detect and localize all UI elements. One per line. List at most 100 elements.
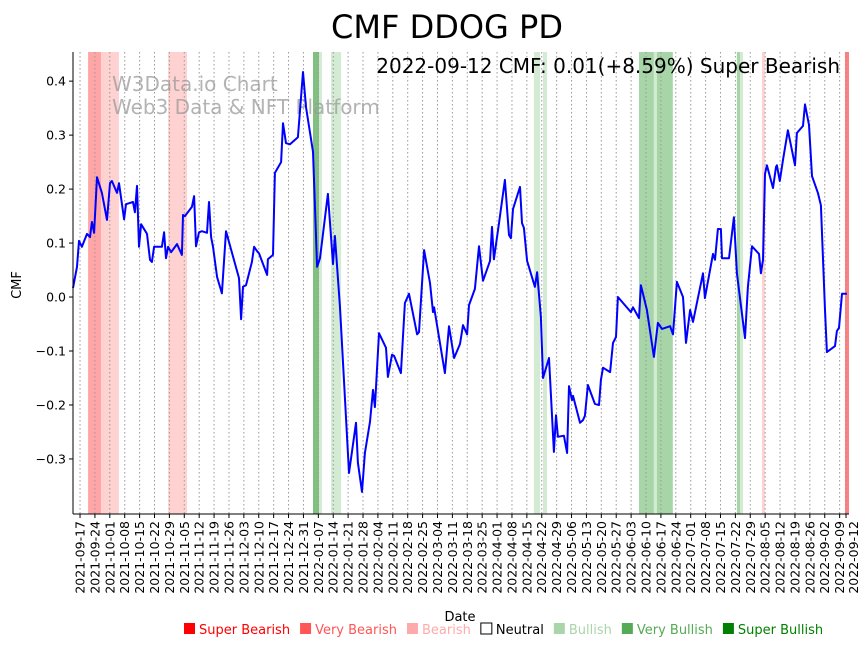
x-tick-label: 2022-01-14 bbox=[326, 521, 341, 594]
x-tick-label: 2022-02-04 bbox=[370, 521, 385, 594]
x-tick-label: 2021-09-17 bbox=[73, 521, 88, 594]
x-tick-label: 2022-06-24 bbox=[668, 521, 683, 594]
x-tick-label: 2022-04-22 bbox=[534, 521, 549, 594]
x-tick-label: 2022-05-27 bbox=[609, 521, 624, 594]
x-tick-label: 2022-02-25 bbox=[415, 521, 430, 594]
y-tick-label: 0.3 bbox=[46, 128, 66, 143]
x-tick-label: 2022-06-03 bbox=[624, 521, 639, 594]
x-tick-label: 2022-09-12 bbox=[846, 521, 861, 594]
x-tick-label: 2021-11-19 bbox=[207, 521, 222, 594]
legend-swatch-bullish bbox=[553, 623, 565, 634]
x-tick-label: 2022-07-01 bbox=[683, 521, 698, 594]
band-bearish bbox=[761, 52, 765, 514]
vertical-grid bbox=[79, 52, 847, 514]
x-ticks: 2021-09-17 2021-09-24 2021-10-01 2021-10-08… bbox=[73, 514, 861, 594]
band-very-bullish bbox=[656, 52, 673, 514]
legend-label-bullish: Bullish bbox=[569, 623, 612, 638]
x-tick-label: 2022-04-15 bbox=[519, 521, 534, 594]
x-tick-label: 2022-08-12 bbox=[773, 521, 788, 594]
cmf-series-line bbox=[72, 71, 847, 493]
x-tick-label: 2022-03-04 bbox=[430, 521, 445, 594]
x-tick-label: 2022-09-09 bbox=[832, 521, 847, 594]
x-tick-label: 2022-07-08 bbox=[698, 521, 713, 594]
watermark-line-1: W3Data.io Chart bbox=[112, 72, 278, 96]
legend-swatch-very-bullish bbox=[621, 623, 633, 634]
band-bullish bbox=[331, 52, 342, 514]
x-tick-label: 2022-04-29 bbox=[549, 521, 564, 594]
x-tick-label: 2021-10-29 bbox=[162, 521, 177, 594]
y-tick-label: 0.4 bbox=[46, 74, 66, 89]
legend-label-super-bullish: Super Bullish bbox=[738, 623, 823, 638]
legend-label-super-bearish: Super Bearish bbox=[199, 623, 290, 638]
x-tick-label: 2021-09-24 bbox=[87, 521, 102, 594]
x-tick-label: 2022-01-28 bbox=[356, 521, 371, 594]
legend-swatch-very-bearish bbox=[300, 623, 312, 634]
x-tick-label: 2022-08-05 bbox=[758, 521, 773, 594]
x-tick-label: 2021-11-05 bbox=[177, 521, 192, 594]
y-tick-label: 0.0 bbox=[46, 290, 66, 305]
x-tick-label: 2022-03-11 bbox=[445, 521, 460, 594]
x-tick-label: 2021-12-03 bbox=[236, 521, 251, 594]
x-tick-label: 2022-07-29 bbox=[743, 521, 758, 594]
x-tick-label: 2021-12-17 bbox=[266, 521, 281, 594]
x-tick-label: 2022-01-21 bbox=[341, 521, 356, 594]
x-tick-label: 2021-10-22 bbox=[147, 521, 162, 594]
x-tick-label: 2022-05-13 bbox=[579, 521, 594, 594]
legend-label-very-bearish: Very Bearish bbox=[315, 623, 397, 638]
x-tick-label: 2021-11-26 bbox=[221, 521, 236, 594]
x-tick-label: 2022-02-11 bbox=[385, 521, 400, 594]
band-bullish bbox=[740, 52, 744, 514]
legend-label-very-bullish: Very Bullish bbox=[637, 623, 713, 638]
band-bullish bbox=[543, 52, 548, 514]
band-bearish bbox=[101, 52, 119, 514]
band-very-bullish bbox=[638, 52, 654, 514]
x-tick-label: 2021-11-12 bbox=[192, 521, 207, 594]
y-tick-label: −0.2 bbox=[36, 397, 66, 412]
x-tick-label: 2021-12-10 bbox=[251, 521, 266, 594]
watermark: W3Data.io Chart Web3 Data & NFT Platform bbox=[112, 72, 380, 119]
x-tick-label: 2021-10-01 bbox=[102, 521, 117, 594]
signal-bands bbox=[88, 52, 849, 514]
x-tick-label: 2022-05-06 bbox=[564, 521, 579, 594]
y-tick-label: 0.2 bbox=[46, 182, 66, 197]
x-tick-label: 2022-01-07 bbox=[311, 521, 326, 594]
x-tick-label: 2021-12-31 bbox=[296, 521, 311, 594]
band-bullish bbox=[653, 52, 657, 514]
chart-title: CMF DDOG PD bbox=[331, 8, 563, 46]
y-tick-label: −0.1 bbox=[36, 344, 66, 359]
x-tick-label: 2022-09-02 bbox=[817, 521, 832, 594]
x-tick-label: 2022-06-10 bbox=[639, 521, 654, 594]
axes bbox=[72, 52, 849, 515]
band-super-bearish bbox=[844, 52, 849, 514]
x-tick-label: 2022-03-25 bbox=[475, 521, 490, 594]
x-tick-label: 2022-08-26 bbox=[802, 521, 817, 594]
x-tick-label: 2022-07-15 bbox=[713, 521, 728, 594]
x-tick-label: 2022-06-17 bbox=[653, 521, 668, 594]
x-tick-label: 2022-03-18 bbox=[460, 521, 475, 594]
legend-swatch-super-bearish bbox=[184, 623, 195, 634]
watermark-line-2: Web3 Data & NFT Platform bbox=[112, 95, 380, 119]
y-tick-label: −0.3 bbox=[36, 451, 66, 466]
x-tick-label: 2022-04-01 bbox=[490, 521, 505, 594]
legend-swatch-super-bullish bbox=[722, 623, 734, 634]
y-ticks: −0.3 −0.2 −0.1 0.0 0.1 0.2 0.3 0.4 bbox=[36, 74, 73, 466]
x-tick-label: 2021-12-24 bbox=[281, 521, 296, 594]
legend-label-bearish: Bearish bbox=[422, 623, 471, 638]
x-tick-label: 2022-08-19 bbox=[787, 521, 802, 594]
legend-swatch-bearish bbox=[406, 623, 418, 634]
legend-label-neutral: Neutral bbox=[496, 623, 544, 638]
x-tick-label: 2022-02-18 bbox=[400, 521, 415, 594]
x-tick-label: 2021-10-15 bbox=[132, 521, 147, 594]
legend: Super Bearish Very Bearish Bearish Neutral B… bbox=[184, 622, 823, 638]
band-super-bullish bbox=[313, 52, 319, 514]
legend-swatch-neutral bbox=[480, 622, 493, 635]
x-axis-label: Date bbox=[444, 610, 475, 625]
band-bearish bbox=[168, 52, 188, 514]
y-tick-label: 0.1 bbox=[46, 236, 66, 251]
x-tick-label: 2022-07-22 bbox=[728, 521, 743, 594]
y-axis-label: CMF bbox=[10, 271, 25, 299]
band-bullish bbox=[533, 52, 541, 514]
band-bullish bbox=[318, 52, 322, 514]
x-tick-label: 2022-05-20 bbox=[594, 521, 609, 594]
